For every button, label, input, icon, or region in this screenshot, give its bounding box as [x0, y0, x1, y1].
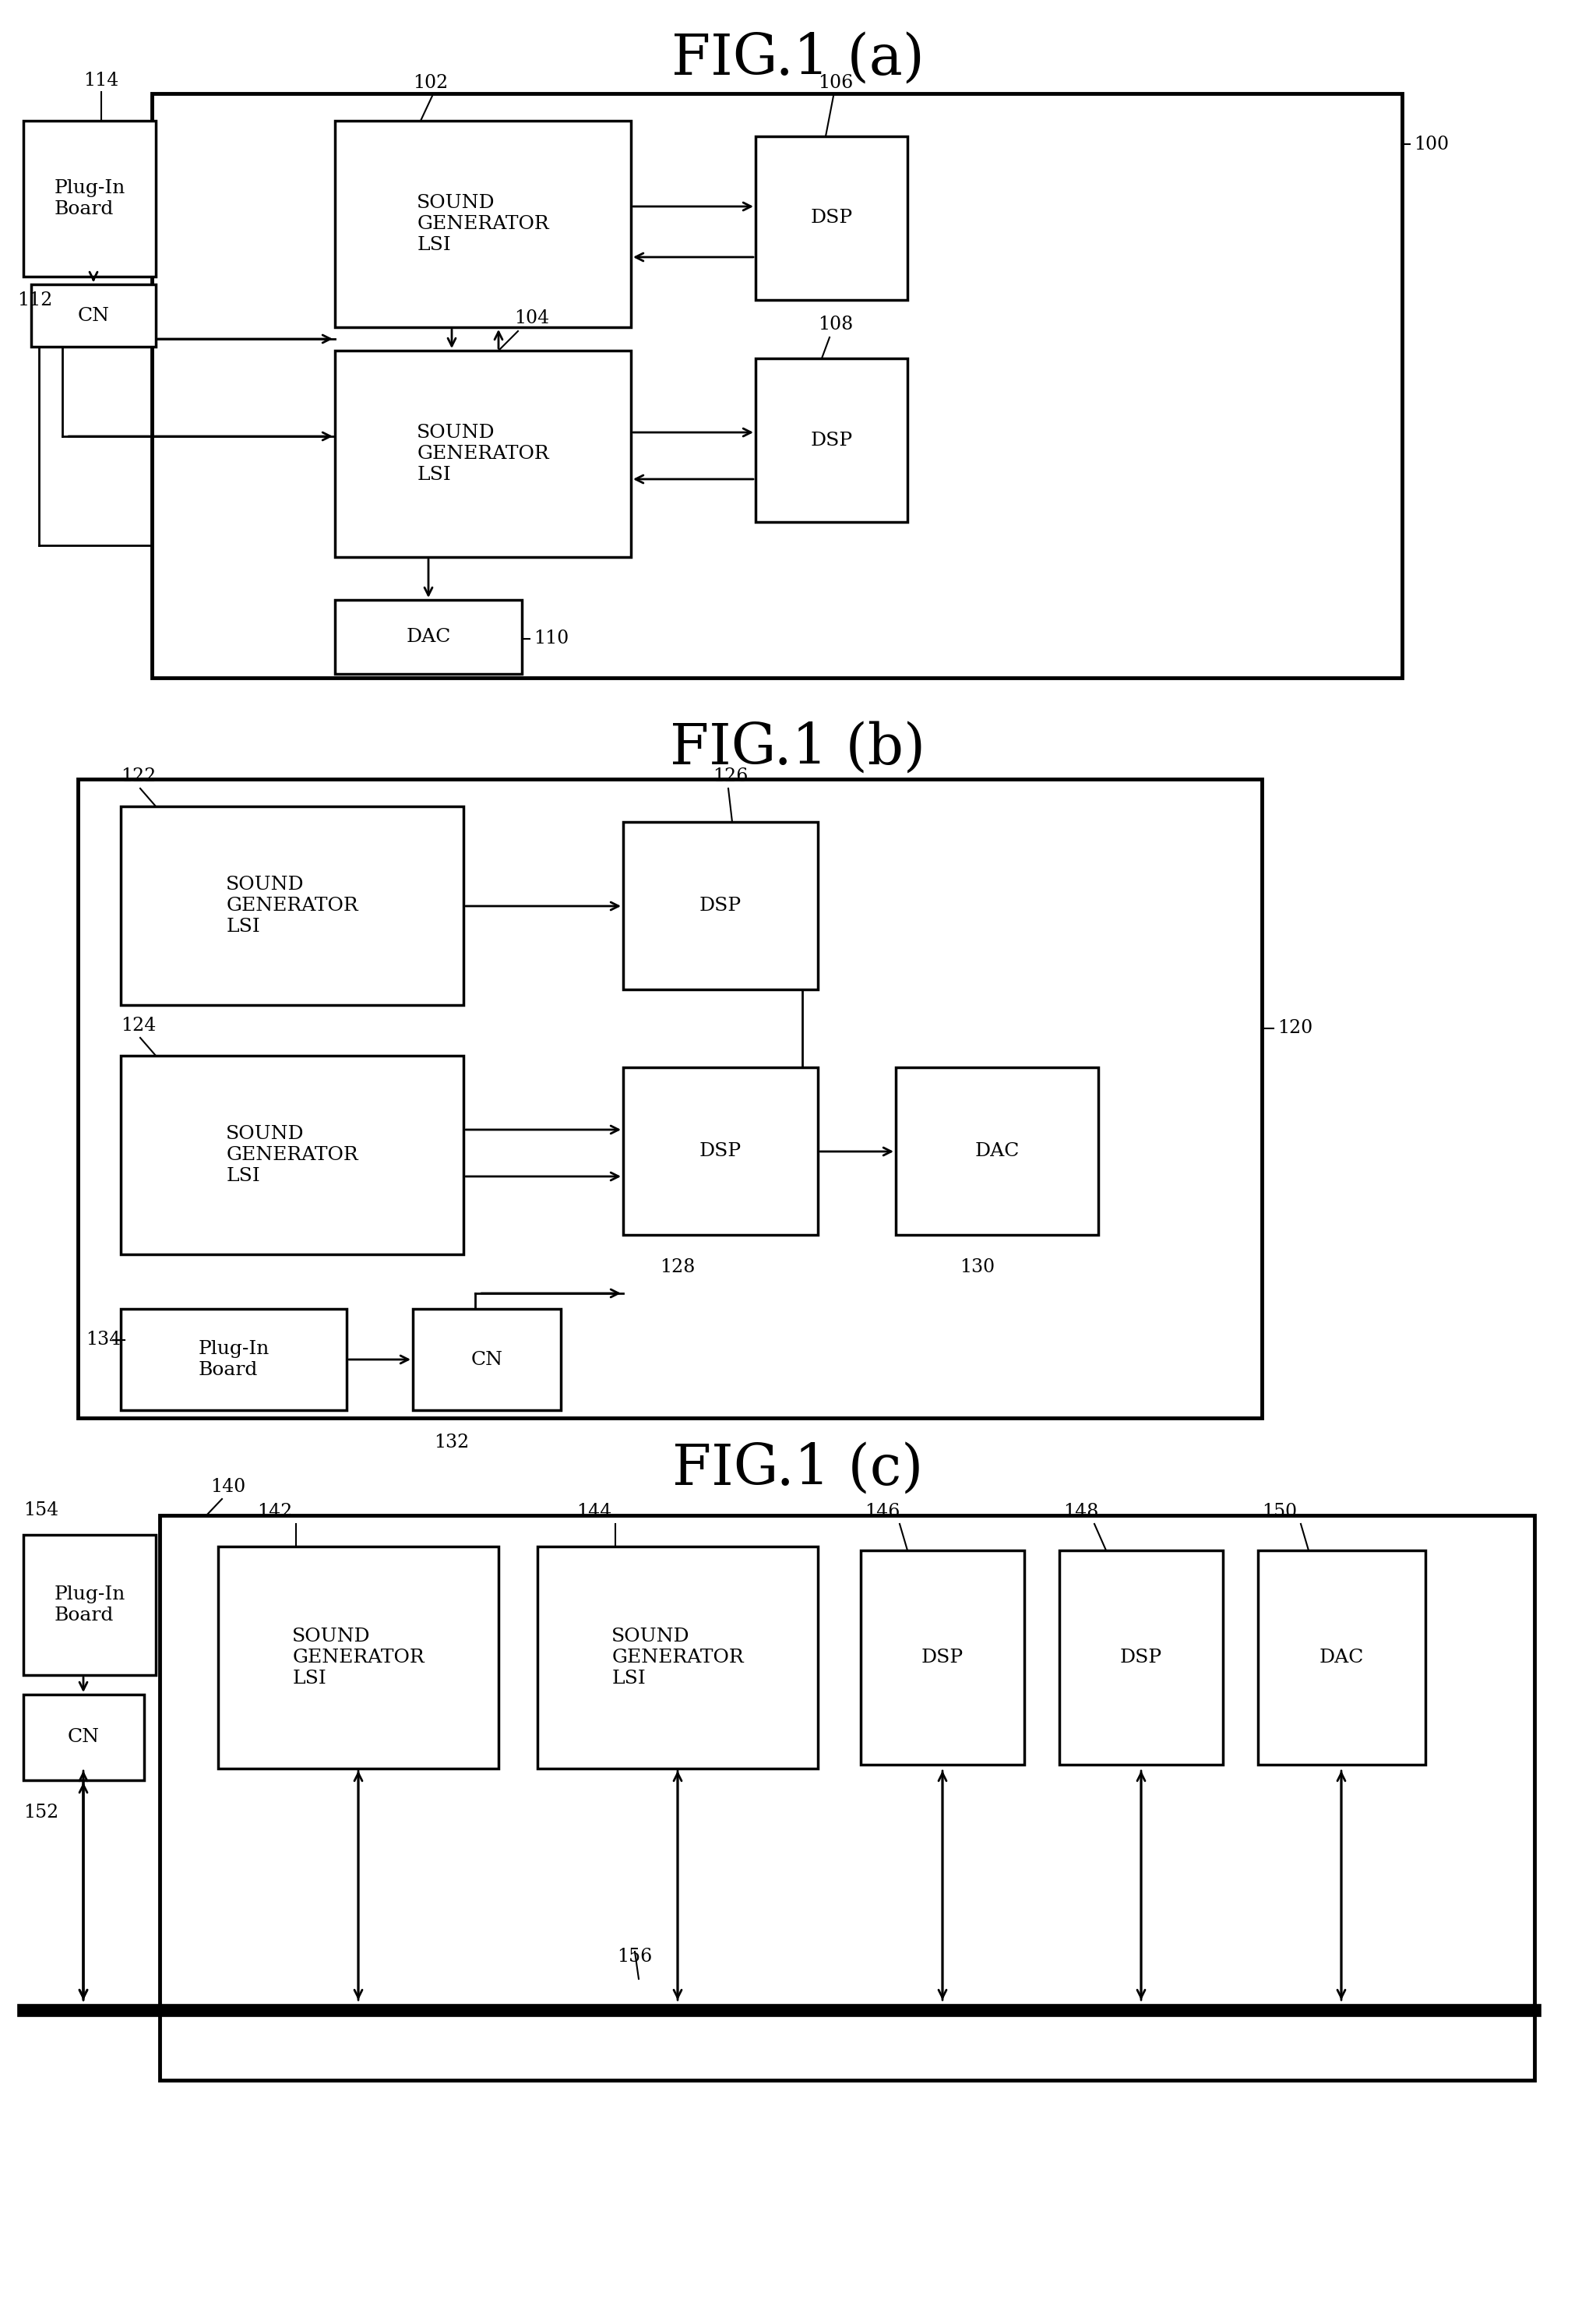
Text: 154: 154	[24, 1502, 59, 1520]
Text: 126: 126	[713, 767, 749, 785]
Text: 142: 142	[257, 1504, 292, 1520]
Bar	[24, 120, 156, 276]
Text: SOUND
GENERATOR
LSI: SOUND GENERATOR LSI	[227, 875, 358, 935]
Bar	[622, 1066, 817, 1234]
Bar	[895, 1066, 1098, 1234]
Text: 146: 146	[865, 1504, 900, 1520]
Bar	[152, 94, 1401, 677]
Text: CN: CN	[78, 306, 110, 325]
Text: FIG.1 (c): FIG.1 (c)	[672, 1442, 922, 1497]
Text: DAC: DAC	[1320, 1649, 1365, 1667]
Text: SOUND
GENERATOR
LSI: SOUND GENERATOR LSI	[611, 1628, 744, 1688]
Text: SOUND
GENERATOR
LSI: SOUND GENERATOR LSI	[417, 424, 549, 484]
Text: 102: 102	[413, 74, 448, 92]
Bar	[335, 350, 630, 557]
Bar	[24, 1695, 144, 1780]
Text: DSP: DSP	[811, 210, 852, 228]
Text: SOUND
GENERATOR
LSI: SOUND GENERATOR LSI	[292, 1628, 425, 1688]
Text: 156: 156	[618, 1948, 653, 1967]
Text: 114: 114	[83, 71, 120, 90]
Text: SOUND
GENERATOR
LSI: SOUND GENERATOR LSI	[227, 1126, 358, 1184]
Bar	[78, 778, 1262, 1419]
Text: 128: 128	[661, 1257, 696, 1276]
Text: 108: 108	[817, 316, 854, 334]
Text: 144: 144	[576, 1504, 611, 1520]
Bar	[121, 1308, 346, 1409]
Text: 122: 122	[121, 767, 156, 785]
Text: 124: 124	[121, 1016, 156, 1034]
Bar	[219, 1548, 498, 1769]
Text: 152: 152	[24, 1803, 59, 1822]
Text: 120: 120	[1277, 1020, 1312, 1036]
Text: DSP: DSP	[921, 1649, 964, 1667]
Bar	[121, 1055, 463, 1255]
Text: 106: 106	[817, 74, 854, 92]
Text: 110: 110	[533, 631, 568, 647]
Text: DSP: DSP	[1120, 1649, 1162, 1667]
Text: 132: 132	[434, 1432, 469, 1451]
Text: Plug-In
Board: Plug-In Board	[54, 180, 124, 219]
Bar	[121, 806, 463, 1004]
Bar	[538, 1548, 817, 1769]
Text: CN: CN	[67, 1730, 99, 1746]
Text: 134: 134	[86, 1331, 121, 1350]
Bar	[860, 1550, 1025, 1764]
Text: 100: 100	[1414, 136, 1449, 152]
Text: SOUND
GENERATOR
LSI: SOUND GENERATOR LSI	[417, 193, 549, 253]
Text: 148: 148	[1063, 1504, 1098, 1520]
Text: 130: 130	[959, 1257, 996, 1276]
Bar	[24, 1534, 156, 1674]
Bar	[1258, 1550, 1425, 1764]
Text: FIG.1 (b): FIG.1 (b)	[670, 721, 926, 776]
Bar	[755, 359, 908, 523]
Bar	[335, 599, 522, 675]
Text: 112: 112	[18, 290, 53, 309]
Text: DSP: DSP	[811, 431, 852, 449]
Bar	[1060, 1550, 1223, 1764]
Bar	[755, 136, 908, 299]
Text: DAC: DAC	[405, 629, 450, 645]
Text: 150: 150	[1262, 1504, 1298, 1520]
Bar	[413, 1308, 560, 1409]
Text: DSP: DSP	[699, 896, 742, 914]
Text: DSP: DSP	[699, 1142, 742, 1161]
Text: CN: CN	[471, 1350, 503, 1368]
Bar	[335, 120, 630, 327]
Text: Plug-In
Board: Plug-In Board	[198, 1340, 270, 1379]
Bar	[160, 1515, 1534, 2080]
Text: DAC: DAC	[975, 1142, 1020, 1161]
Bar	[622, 822, 817, 990]
Text: 104: 104	[514, 309, 549, 327]
Text: FIG.1 (a): FIG.1 (a)	[670, 30, 924, 85]
Text: 140: 140	[211, 1479, 246, 1497]
Bar	[32, 283, 156, 348]
Text: Plug-In
Board: Plug-In Board	[54, 1584, 124, 1624]
